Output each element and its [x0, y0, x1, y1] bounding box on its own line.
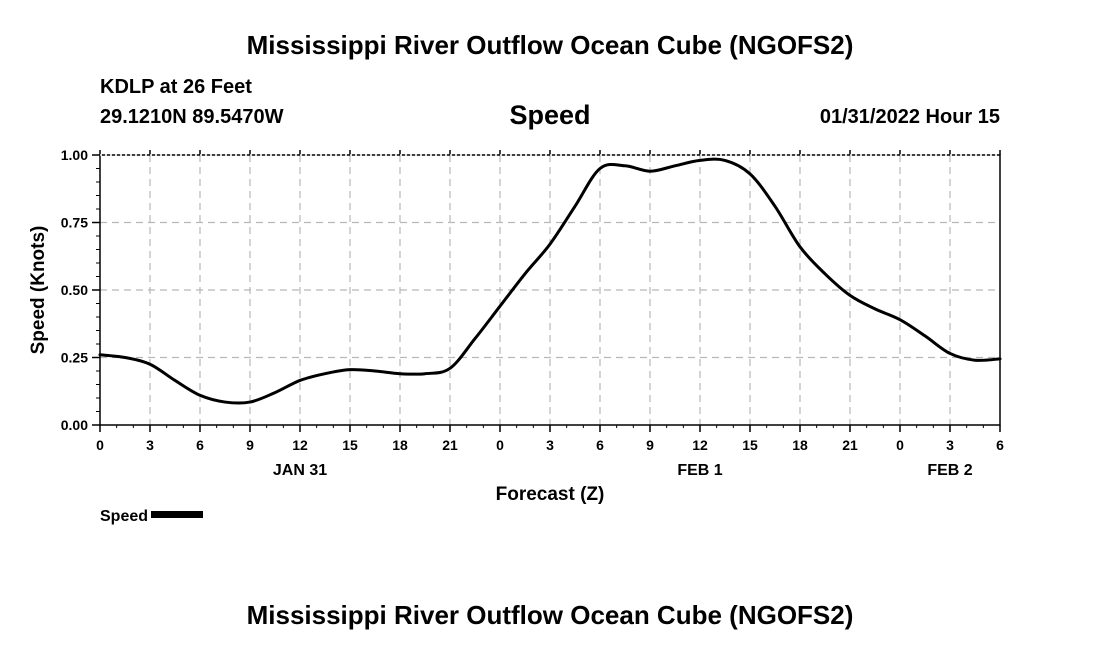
legend-swatch [151, 511, 204, 519]
variable-title: Speed [509, 100, 591, 130]
date-label: JAN 31 [273, 462, 327, 479]
x-tick-label: 6 [996, 437, 1004, 453]
coordinates-label: 29.1210N 89.5470W [100, 106, 284, 128]
x-tick-label: 0 [496, 437, 504, 453]
x-tick-label: 6 [596, 437, 604, 453]
x-tick-label: 0 [96, 437, 104, 453]
y-tick-label: 0.25 [61, 350, 88, 366]
legend: Speed [100, 508, 204, 526]
x-tick-label: 12 [692, 437, 708, 453]
station-label: KDLP at 26 Feet [100, 76, 252, 98]
axis-ticks [92, 150, 1001, 432]
series-line-speed [98, 157, 1002, 405]
date-label: FEB 1 [677, 462, 722, 479]
x-tick-label: 0 [896, 437, 904, 453]
footer-title: Mississippi River Outflow Ocean Cube (NG… [246, 600, 854, 630]
y-tick-label: 0.75 [61, 215, 88, 231]
y-tick-label: 1.00 [61, 147, 88, 163]
y-axis-label: Speed (Knots) [28, 226, 49, 355]
x-tick-label: 6 [196, 437, 204, 453]
x-tick-label: 15 [342, 437, 358, 453]
x-axis-label: Forecast (Z) [496, 484, 605, 505]
x-tick-label: 15 [742, 437, 758, 453]
x-tick-label: 3 [946, 437, 954, 453]
x-tick-label: 21 [842, 437, 858, 453]
axis-labels: 0 3 6 9 12 15 18 21 0 3 6 9 12 15 18 21 0 3 6 0.00 0.25 0.50 0… [61, 147, 1004, 479]
datetime-label: 01/31/2022 Hour 15 [819, 106, 1000, 128]
x-tick-label: 12 [292, 437, 308, 453]
x-tick-label: 18 [792, 437, 808, 453]
x-tick-label: 3 [546, 437, 554, 453]
grid [100, 155, 1000, 425]
y-tick-label: 0.00 [61, 417, 88, 433]
legend-label: Speed [100, 508, 149, 525]
chart-title: Mississippi River Outflow Ocean Cube (NG… [246, 30, 854, 60]
date-label: FEB 2 [927, 462, 972, 479]
x-tick-label: 18 [392, 437, 408, 453]
x-tick-label: 21 [442, 437, 458, 453]
series-layer [98, 157, 1002, 405]
x-tick-label: 9 [646, 437, 654, 453]
y-tick-label: 0.50 [61, 282, 88, 298]
x-tick-label: 3 [146, 437, 154, 453]
x-tick-label: 9 [246, 437, 254, 453]
